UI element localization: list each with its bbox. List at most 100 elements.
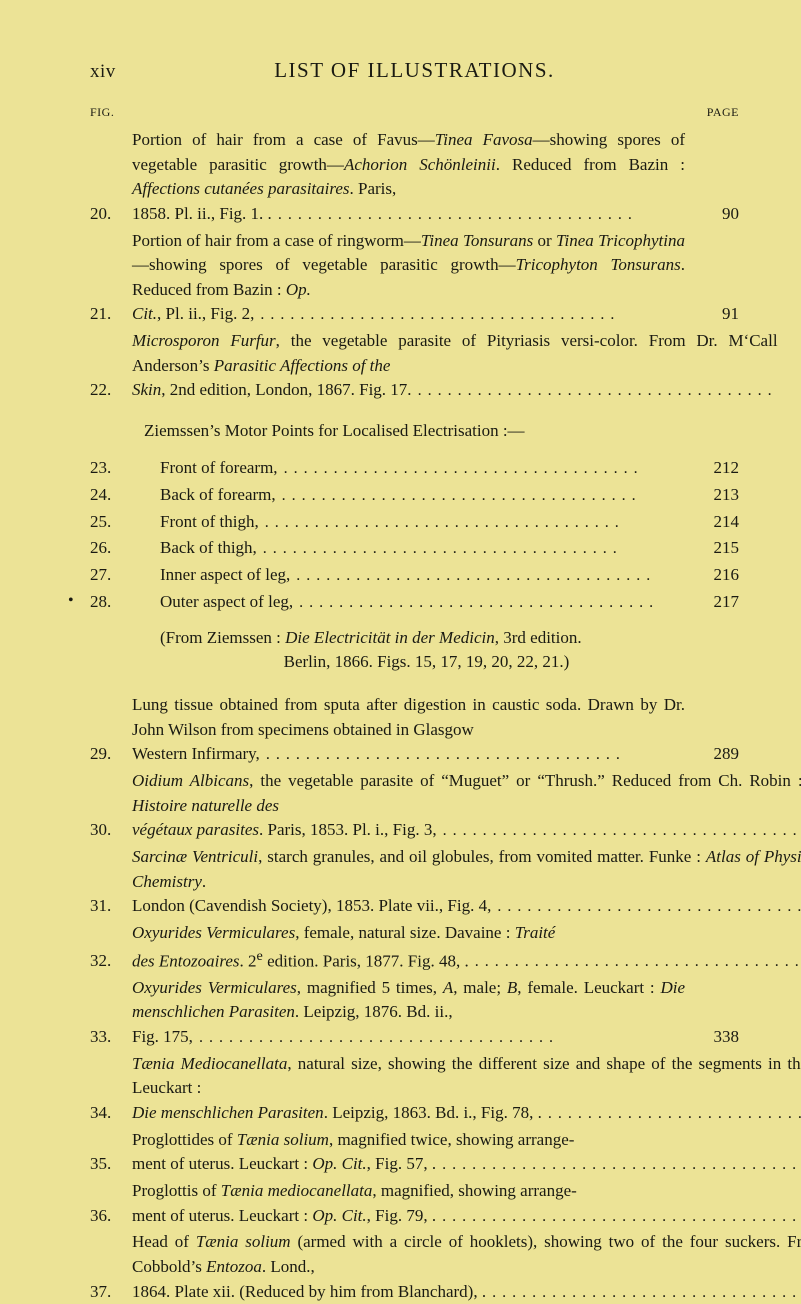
entry-description: Oxyurides Vermiculares, female, natural … xyxy=(132,921,801,974)
entry-description: Proglottides of Tænia solium, magnified … xyxy=(132,1128,801,1177)
entry-last-line: ment of uterus. Leuckart : Op. Cit., Fig… xyxy=(132,1204,801,1229)
sub-entry-label: Inner aspect of leg, xyxy=(160,562,290,588)
list-entry: 22.Microsporon Furfur, the vegetable par… xyxy=(90,329,739,403)
entry-last-text: Fig. 175, xyxy=(132,1025,193,1050)
page-title: LIST OF ILLUSTRATIONS. xyxy=(90,58,739,83)
sub-entry-label: Outer aspect of leg, xyxy=(160,589,293,615)
entry-last-line: Cit., Pl. ii., Fig. 2,..................… xyxy=(132,302,685,327)
leader-dots: .................................... xyxy=(276,484,693,509)
entry-last-line: 1864. Plate xii. (Reduced by him from Bl… xyxy=(132,1280,801,1304)
entry-body: Portion of hair from a case of Favus—Tin… xyxy=(132,128,685,202)
list-entry: 34.Tænia Mediocanellata, natural size, s… xyxy=(90,1052,739,1126)
entry-last-line: végétaux parasites. Paris, 1853. Pl. i.,… xyxy=(132,818,801,843)
section-heading: Ziemssen’s Motor Points for Localised El… xyxy=(144,421,739,441)
asterisk-mark: • xyxy=(68,589,74,614)
sub-entry: 23.Front of forearm,....................… xyxy=(90,455,739,482)
entry-last-text: des Entozoaires. 2e edition. Paris, 1877… xyxy=(132,946,469,974)
entry-last-line: Western Infirmary,......................… xyxy=(132,742,685,767)
sub-entry-label: Front of thigh, xyxy=(160,509,259,535)
list-entry: 21.Portion of hair from a case of ringwo… xyxy=(90,229,739,328)
entry-last-text: Skin, 2nd edition, London, 1867. Fig. 17… xyxy=(132,378,412,403)
page-container: xiv LIST OF ILLUSTRATIONS. FIG. PAGE 20.… xyxy=(0,0,801,1198)
sub-entry-label: Back of thigh, xyxy=(160,535,257,561)
sub-entry-description: Outer aspect of leg,....................… xyxy=(132,589,693,616)
leader-dots: .................................... xyxy=(436,1153,801,1176)
entry-last-text: London (Cavendish Society), 1853. Plate … xyxy=(132,894,491,919)
entry-page: 90 xyxy=(693,202,739,227)
source-note: (From Ziemssen : Die Electricität in der… xyxy=(160,626,739,675)
entry-last-line: Die menschlichen Parasiten. Leipzig, 186… xyxy=(132,1101,801,1126)
entry-number: 33. xyxy=(90,1025,132,1050)
sub-entry-number: 23. xyxy=(90,455,132,481)
entry-page: 91 xyxy=(693,302,739,327)
entry-last-line: London (Cavendish Society), 1853. Plate … xyxy=(132,894,801,919)
sub-entry-number: 25. xyxy=(90,509,132,535)
leader-dots: .................................... xyxy=(254,303,685,326)
list-entry: 29.Lung tissue obtained from sputa after… xyxy=(90,693,739,767)
fig-column-label: FIG. xyxy=(90,105,130,120)
entry-description: Portion of hair from a case of ringworm—… xyxy=(132,229,693,328)
entry-description: Portion of hair from a case of Favus—Tin… xyxy=(132,128,693,227)
list-entry: 36.Proglottis of Tænia mediocanellata, m… xyxy=(90,1179,739,1228)
sub-entry-page: 213 xyxy=(693,482,739,508)
entry-body: Oidium Albicans, the vegetable parasite … xyxy=(132,769,801,818)
leader-dots: .................................... xyxy=(491,895,801,918)
entry-number: 35. xyxy=(90,1152,132,1177)
entry-page: 104 xyxy=(786,378,801,403)
leader-dots: .................................... xyxy=(272,203,685,226)
entry-description: Oidium Albicans, the vegetable parasite … xyxy=(132,769,801,843)
leader-dots: .................................... xyxy=(486,1281,801,1304)
entry-last-text: ment of uterus. Leuckart : Op. Cit., Fig… xyxy=(132,1204,436,1229)
entry-body: Microsporon Furfur, the vegetable parasi… xyxy=(132,329,778,378)
header-row: xiv LIST OF ILLUSTRATIONS. xyxy=(90,58,739,83)
list-entry: 31.Sarcinæ Ventriculi, starch granules, … xyxy=(90,845,739,919)
sub-entry-page: 217 xyxy=(693,589,739,615)
source-note-line2: Berlin, 1866. Figs. 15, 17, 19, 20, 22, … xyxy=(160,650,693,675)
sub-entry: 25.Front of thigh,......................… xyxy=(90,509,739,536)
sub-entry-number: 27. xyxy=(90,562,132,588)
entry-number: 31. xyxy=(90,894,132,919)
sub-entry: 27.Inner aspect of leg,.................… xyxy=(90,562,739,589)
column-heads: FIG. PAGE xyxy=(90,105,739,120)
entry-last-text: végétaux parasites. Paris, 1853. Pl. i.,… xyxy=(132,818,437,843)
leader-dots: .................................... xyxy=(469,950,801,973)
entry-last-line: Fig. 175,...............................… xyxy=(132,1025,685,1050)
leader-dots: .................................... xyxy=(542,1102,801,1125)
sub-entry-page: 212 xyxy=(693,455,739,481)
sub-entry-number: 28. xyxy=(90,589,132,615)
leader-dots: .................................... xyxy=(436,1205,801,1228)
sub-entry-number: 24. xyxy=(90,482,132,508)
entry-page: 338 xyxy=(693,1025,739,1050)
list-entry: 35.Proglottides of Tænia solium, magnifi… xyxy=(90,1128,739,1177)
entries-bottom-list: 29.Lung tissue obtained from sputa after… xyxy=(90,693,739,1304)
entry-body: Lung tissue obtained from sputa after di… xyxy=(132,693,685,742)
entry-last-text: Western Infirmary, xyxy=(132,742,260,767)
leader-dots: .................................... xyxy=(259,511,693,536)
sub-entry-label: Back of forearm, xyxy=(160,482,276,508)
entry-last-line: des Entozoaires. 2e edition. Paris, 1877… xyxy=(132,946,801,974)
entry-last-text: Die menschlichen Parasiten. Leipzig, 186… xyxy=(132,1101,542,1126)
sub-entry-description: Front of thigh,.........................… xyxy=(132,509,693,536)
entry-last-line: Skin, 2nd edition, London, 1867. Fig. 17… xyxy=(132,378,778,403)
sub-entry-description: Front of forearm,.......................… xyxy=(132,455,693,482)
sub-entry-description: Inner aspect of leg,....................… xyxy=(132,562,693,589)
entry-number: 22. xyxy=(90,378,132,403)
entry-last-text: Cit., Pl. ii., Fig. 2, xyxy=(132,302,254,327)
entry-number: 30. xyxy=(90,818,132,843)
entry-body: Head of Tænia solium (armed with a circl… xyxy=(132,1230,801,1279)
entry-body: Portion of hair from a case of ringworm—… xyxy=(132,229,685,303)
list-entry: 32.Oxyurides Vermiculares, female, natur… xyxy=(90,921,739,974)
leader-dots: .................................... xyxy=(193,1026,685,1049)
leader-dots: .................................... xyxy=(257,537,693,562)
entry-number: 32. xyxy=(90,949,132,974)
sub-entries-list: 23.Front of forearm,....................… xyxy=(90,455,739,616)
leader-dots: .................................... xyxy=(293,591,693,616)
sub-entry: 24. Back of forearm,.....................… xyxy=(90,482,739,509)
entry-body: Tænia Mediocanellata, natural size, show… xyxy=(132,1052,801,1101)
entry-number: 34. xyxy=(90,1101,132,1126)
entry-number: 21. xyxy=(90,302,132,327)
sub-entry: •28.Outer aspect of leg,................… xyxy=(90,589,739,616)
entry-number: 37. xyxy=(90,1280,132,1304)
entry-description: Lung tissue obtained from sputa after di… xyxy=(132,693,693,767)
entry-description: Microsporon Furfur, the vegetable parasi… xyxy=(132,329,786,403)
